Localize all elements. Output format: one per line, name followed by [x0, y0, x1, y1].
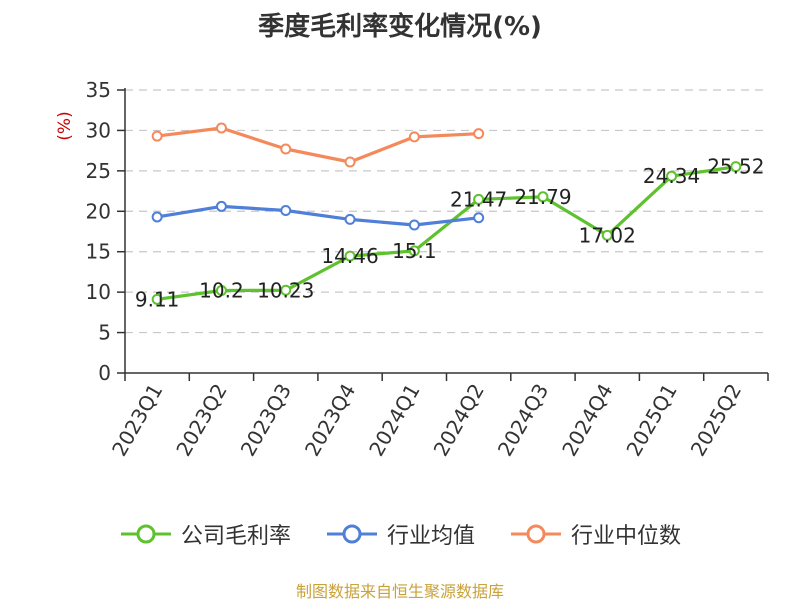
data-label: 17.02: [579, 223, 636, 247]
data-point: [280, 284, 292, 296]
data-point: [601, 229, 613, 241]
y-tick-label: 5: [98, 321, 111, 345]
x-tick-label: 2024Q3: [493, 380, 553, 461]
x-tick-label: 2023Q4: [300, 380, 360, 461]
legend: 公司毛利率 行业均值 行业中位数: [0, 518, 800, 550]
data-point: [344, 213, 356, 225]
data-label: 15.1: [392, 239, 437, 263]
series-line: [156, 165, 737, 301]
data-label: 25.52: [707, 155, 764, 179]
data-point: [473, 193, 485, 205]
y-tick-label: 0: [98, 361, 111, 385]
data-point: [666, 170, 678, 182]
data-point: [344, 250, 356, 262]
y-tick-label: 30: [86, 118, 111, 142]
x-tick-label: 2023Q1: [107, 380, 167, 461]
data-point: [730, 161, 742, 173]
data-point: [473, 212, 485, 224]
data-point: [537, 191, 549, 203]
legend-label: 行业中位数: [571, 524, 682, 549]
chart-title: 季度毛利率变化情况(%): [258, 12, 542, 42]
x-tick-label: 2024Q4: [557, 380, 617, 461]
data-point: [151, 211, 163, 223]
y-tick-label: 25: [86, 159, 111, 183]
data-label: 14.46: [321, 244, 378, 268]
legend-item-industry-median[interactable]: 行业中位数: [509, 518, 681, 550]
y-tick-label: 10: [86, 280, 111, 304]
legend-marker-icon: [511, 524, 561, 544]
legend-label: 公司毛利率: [180, 524, 291, 549]
y-tick-label: 35: [86, 78, 111, 102]
y-axis-label: (%): [55, 111, 75, 140]
y-tick-label: 20: [86, 199, 111, 223]
data-point: [215, 200, 227, 212]
legend-item-industry-average[interactable]: 行业均值: [325, 518, 475, 550]
x-tick-label: 2024Q1: [364, 380, 424, 461]
data-point: [408, 245, 420, 257]
source-note: 制图数据来自恒生聚源数据库: [295, 582, 504, 601]
data-point: [151, 130, 163, 142]
data-label: 21.47: [450, 187, 507, 211]
x-tick-label: 2025Q2: [686, 380, 746, 461]
data-label: 21.79: [514, 185, 571, 209]
legend-item-company[interactable]: 公司毛利率: [119, 518, 291, 550]
series-line: [156, 126, 479, 164]
legend-label: 行业均值: [386, 524, 475, 549]
data-point: [151, 293, 163, 305]
data-label: 24.34: [643, 164, 700, 188]
x-tick-label: 2023Q3: [236, 380, 296, 461]
y-tick-label: 15: [86, 240, 111, 264]
legend-marker-icon: [120, 524, 171, 544]
data-point: [344, 156, 356, 168]
series-line: [156, 204, 479, 227]
data-label: 10.2: [199, 279, 244, 303]
data-point: [280, 204, 292, 216]
data-point: [215, 285, 227, 297]
legend-marker-icon: [326, 524, 377, 544]
data-point: [280, 143, 292, 155]
data-label: 10.23: [257, 278, 314, 302]
x-tick-label: 2024Q2: [429, 380, 489, 461]
x-tick-label: 2023Q2: [171, 380, 231, 461]
data-label: 9.11: [135, 287, 180, 311]
data-point: [408, 131, 420, 143]
data-point: [215, 122, 227, 134]
data-point: [408, 219, 420, 231]
data-point: [473, 128, 485, 140]
x-tick-label: 2025Q1: [621, 380, 681, 461]
